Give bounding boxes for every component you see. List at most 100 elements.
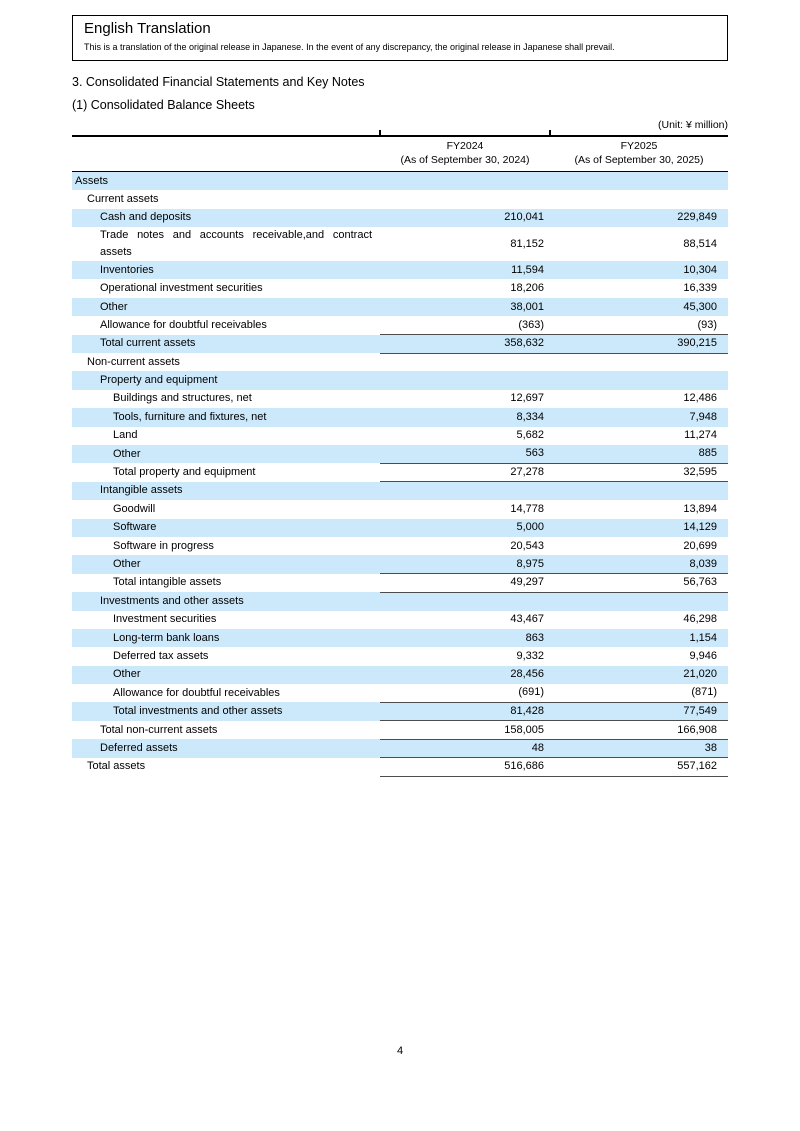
value-fy2024: 563 — [380, 444, 550, 464]
row-label: Non-current assets — [87, 355, 180, 368]
table-row: Intangible assets — [72, 481, 728, 501]
value-fy2025: (93) — [697, 318, 717, 331]
value-fy2024: 5,000 — [380, 518, 550, 537]
value-fy2024: 49,297 — [380, 573, 550, 593]
value-fy2025: 557,162 — [550, 757, 728, 777]
row-label: Property and equipment — [72, 371, 380, 390]
value-fy2025: 10,304 — [550, 261, 728, 280]
value-fy2024: 20,543 — [510, 539, 544, 552]
row-label: Investments and other assets — [72, 592, 380, 611]
value-fy2024: 9,332 — [516, 649, 544, 662]
value-fy2024 — [380, 353, 550, 371]
value-fy2024: 8,975 — [380, 555, 550, 574]
value-fy2024: 8,334 — [380, 408, 550, 427]
value-fy2024: 158,005 — [380, 720, 550, 740]
header-fy2025-year: FY2025 — [620, 140, 658, 153]
subsection-title: (1) Consolidated Balance Sheets — [72, 98, 255, 113]
row-label: Deferred assets — [72, 739, 380, 758]
value-fy2025: 166,908 — [550, 720, 728, 740]
value-fy2025: 12,486 — [683, 392, 717, 405]
table-row: Long-term bank loans 863 1,154 — [72, 628, 728, 648]
value-fy2024 — [380, 190, 550, 208]
table-row: Deferred tax assets 9,332 9,946 — [72, 647, 728, 665]
table-row: Land 5,682 11,274 — [72, 427, 728, 445]
table-row: Trade notes and accounts receivable,and … — [72, 227, 728, 261]
table-row: Allowance for doubtful receivables (691) (… — [72, 684, 728, 702]
value-fy2025: 13,894 — [683, 502, 717, 515]
row-label: Land — [113, 429, 138, 442]
header-fy2025: FY2025 (As of September 30, 2025) — [550, 135, 728, 173]
table-row: Deferred assets 48 38 — [72, 738, 728, 759]
value-fy2025: 14,129 — [550, 518, 728, 537]
row-label: Intangible assets — [72, 481, 380, 501]
value-fy2025: 32,595 — [550, 462, 728, 483]
value-fy2024: 358,632 — [380, 334, 550, 354]
column-divider-tick — [549, 129, 551, 135]
value-fy2025 — [550, 353, 728, 371]
row-label: Software — [72, 518, 380, 537]
table-row: Total property and equipment 27,278 32,595 — [72, 462, 728, 483]
table-row: Operational investment securities 18,206 1… — [72, 279, 728, 297]
table-row: Non-current assets — [72, 353, 728, 371]
value-fy2024: 18,206 — [510, 282, 544, 295]
value-fy2025: 390,215 — [550, 334, 728, 354]
row-label: Buildings and structures, net — [113, 392, 252, 405]
table-header-row: FY2024 (As of September 30, 2024) FY2025… — [72, 135, 728, 173]
row-label: Total current assets — [72, 334, 380, 354]
row-label: Goodwill — [113, 502, 156, 515]
value-fy2024 — [380, 481, 550, 501]
table-row: Allowance for doubtful receivables (363) (… — [72, 316, 728, 334]
section-title: 3. Consolidated Financial Statements and… — [72, 75, 365, 89]
row-label: Operational investment securities — [100, 282, 263, 295]
balance-sheet-table-wrap: FY2024 (As of September 30, 2024) FY2025… — [72, 129, 728, 777]
value-fy2024: (691) — [518, 686, 544, 699]
row-label: Total intangible assets — [113, 576, 222, 589]
row-label: Other — [72, 665, 380, 685]
table-row: Buildings and structures, net 12,697 12,48… — [72, 390, 728, 408]
row-label: Total investments and other assets — [72, 702, 380, 721]
row-label: Other — [72, 555, 380, 574]
table-row: Total current assets 358,632 390,215 — [72, 334, 728, 354]
value-fy2025: 20,699 — [683, 539, 717, 552]
row-label: Investment securities — [113, 613, 217, 626]
value-fy2024: 863 — [380, 628, 550, 648]
header-fy2024: FY2024 (As of September 30, 2024) — [380, 135, 550, 173]
value-fy2025: 1,154 — [550, 628, 728, 648]
table-row: Inventories 11,594 10,304 — [72, 261, 728, 280]
value-fy2025: 8,039 — [550, 555, 728, 574]
row-label: Software in progress — [113, 539, 214, 552]
table-row: Other 28,456 21,020 — [72, 665, 728, 685]
row-label: Deferred tax assets — [113, 649, 209, 662]
table-row: Tools, furniture and fixtures, net 8,334 7… — [72, 408, 728, 427]
table-row: Other 38,001 45,300 — [72, 297, 728, 317]
value-fy2025: 16,339 — [683, 282, 717, 295]
value-fy2024 — [380, 171, 550, 191]
value-fy2024: 81,152 — [510, 237, 544, 250]
balance-sheet-table: FY2024 (As of September 30, 2024) FY2025… — [72, 134, 728, 777]
table-row: Investments and other assets — [72, 592, 728, 611]
table-row: Other 8,975 8,039 — [72, 555, 728, 574]
header-fy2024-date: (As of September 30, 2024) — [400, 154, 530, 167]
row-label: Long-term bank loans — [72, 628, 380, 648]
row-label: Cash and deposits — [72, 208, 380, 227]
table-row: Investment securities 43,467 46,298 — [72, 611, 728, 629]
value-fy2024: 81,428 — [380, 701, 550, 722]
value-fy2025: 38 — [550, 738, 728, 759]
value-fy2024 — [380, 371, 550, 390]
value-fy2025: 56,763 — [550, 573, 728, 593]
table-row: Other 563 885 — [72, 444, 728, 464]
row-label: Allowance for doubtful receivables — [113, 686, 280, 699]
table-row: Total intangible assets 49,297 56,763 — [72, 573, 728, 593]
value-fy2025: 9,946 — [689, 649, 717, 662]
table-row: Assets — [72, 171, 728, 191]
value-fy2025 — [550, 190, 728, 208]
value-fy2025: 77,549 — [550, 701, 728, 722]
page-content: English Translation This is a translatio… — [72, 0, 728, 777]
value-fy2024: 11,594 — [380, 261, 550, 280]
table-row: Current assets — [72, 190, 728, 208]
value-fy2024: 14,778 — [510, 502, 544, 515]
table-row: Property and equipment — [72, 371, 728, 390]
value-fy2024: 210,041 — [380, 208, 550, 227]
row-label: Current assets — [87, 192, 159, 205]
value-fy2024: 48 — [380, 738, 550, 759]
